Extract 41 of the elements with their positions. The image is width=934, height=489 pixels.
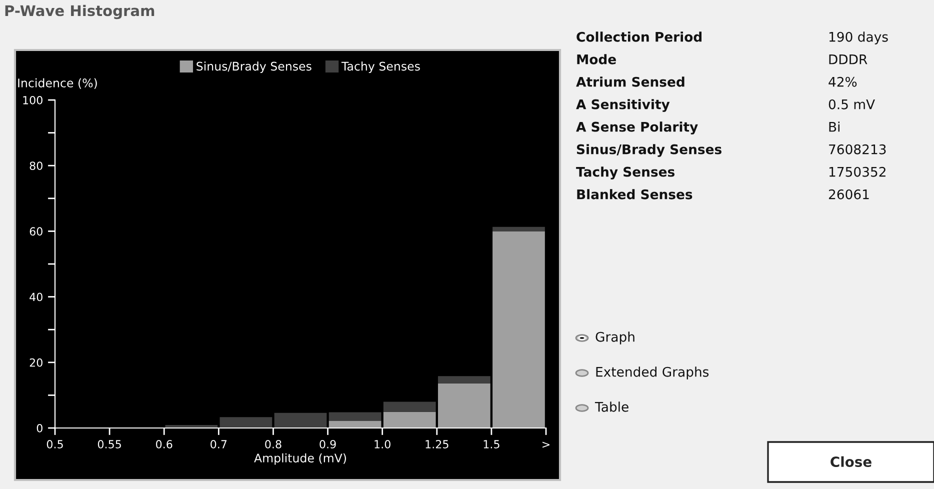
x-tick-label: 0.9 [320,440,336,448]
text: Atrium Sensed [576,76,684,87]
x-tick-label: 0.7 [210,440,227,448]
x-tick-label: 0.6 [156,440,172,448]
text: 26061 [828,189,869,200]
legend-label: Sinus/Brady Senses [196,62,312,73]
text: Table [594,402,628,412]
text: Sinus/Brady Senses [576,144,722,157]
text: Extended Graphs [596,366,709,380]
text: 42% [828,76,857,87]
y-tick-label: 0 [36,424,42,432]
text: Blanked Senses [577,189,692,200]
text: 0.5 mV [828,99,875,110]
y-tick-label: 80 [30,162,42,170]
chart-title: P-Wave Histogram [5,4,154,20]
y-tick-label: 20 [30,358,42,367]
text: DDDR [829,54,868,64]
text: 190 days [829,32,888,44]
text: > [542,442,550,448]
text: Collection Period [576,32,702,42]
text: A Sensitivity [576,99,670,112]
y-tick-label: 60 [30,227,42,236]
x-tick-label: 1.0 [374,440,390,448]
x-tick-label: 1.25 [426,440,448,448]
text: Tachy Senses [576,166,674,180]
x-tick-label: 0.55 [98,440,121,448]
text: Mode [577,54,616,64]
legend-label: Tachy Senses [341,62,420,73]
text: Graph [596,332,634,344]
text: 1750352 [829,166,886,177]
x-tick-label: 1.5 [484,440,500,448]
x-tick-label: 0.8 [265,440,282,448]
text: Close [830,456,872,468]
y-tick-label: 100 [23,96,42,104]
y-axis-title: Incidence (%) [18,78,97,89]
y-tick-label: 40 [30,292,42,302]
x-tick-label: 0.5 [46,440,63,448]
text: Bi [829,122,840,132]
text: A Sense Polarity [576,122,698,134]
text: 7608213 [829,144,886,154]
x-axis-title: Amplitude (mV) [254,453,346,465]
